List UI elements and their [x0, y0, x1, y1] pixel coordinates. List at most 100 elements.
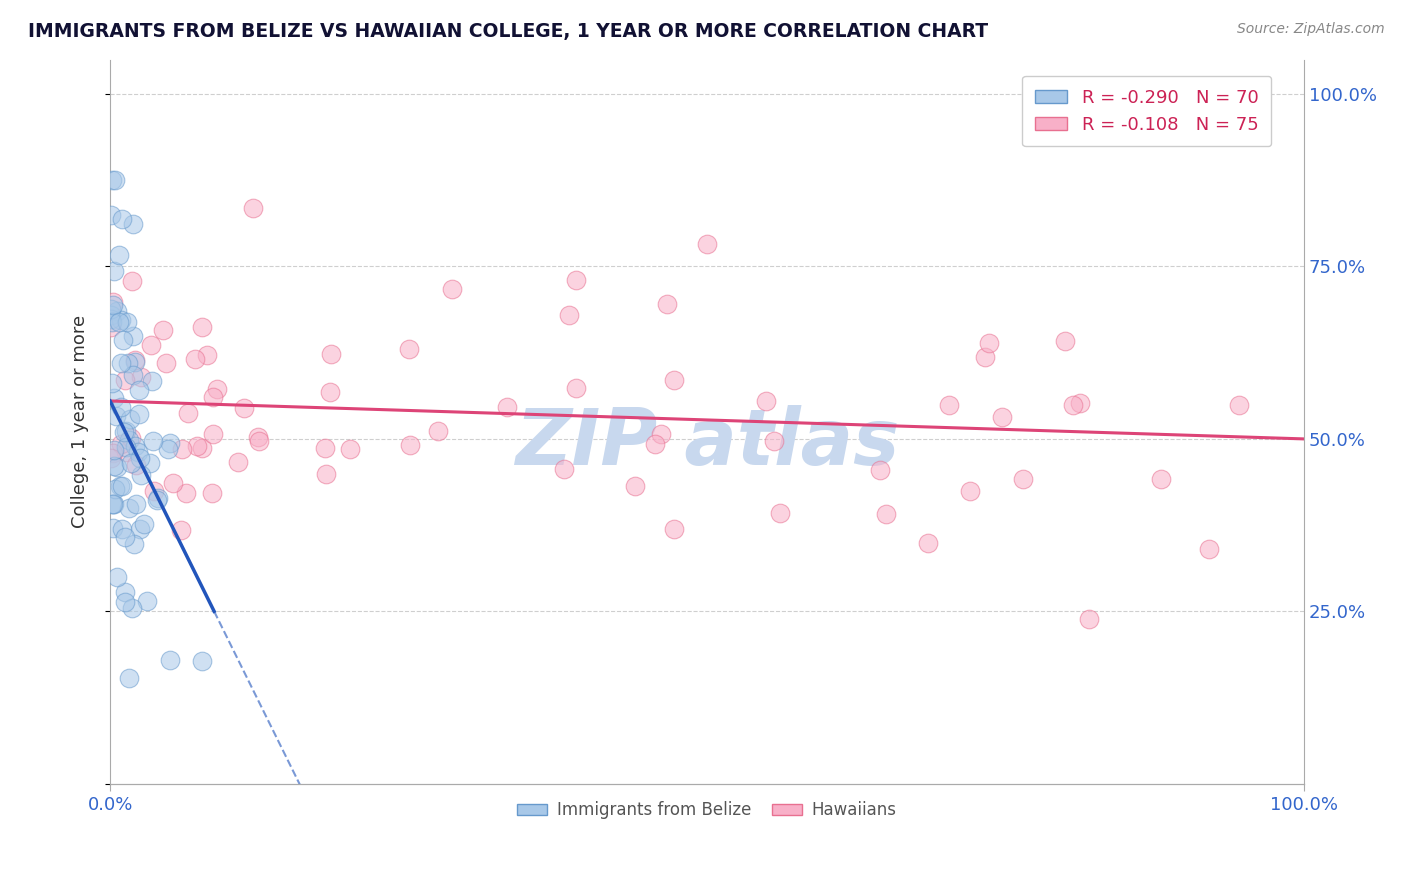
Point	[1069, 396, 1091, 410]
Point	[184, 352, 207, 367]
Point	[1062, 398, 1084, 412]
Point	[120, 412, 142, 426]
Point	[118, 671, 141, 685]
Point	[103, 497, 125, 511]
Point	[233, 401, 256, 415]
Point	[105, 409, 128, 424]
Point	[1198, 542, 1220, 557]
Point	[120, 456, 142, 470]
Point	[111, 211, 134, 226]
Point	[195, 348, 218, 362]
Point	[662, 373, 685, 387]
Point	[101, 497, 124, 511]
Point	[114, 584, 136, 599]
Point	[100, 312, 122, 326]
Point	[105, 570, 128, 584]
Point	[103, 459, 125, 474]
Point	[644, 437, 666, 451]
Point	[101, 173, 124, 187]
Point	[132, 516, 155, 531]
Point	[110, 313, 132, 327]
Point	[427, 424, 450, 438]
Point	[114, 530, 136, 544]
Point	[662, 522, 685, 536]
Point	[110, 401, 132, 415]
Point	[190, 320, 212, 334]
Point	[1150, 472, 1173, 486]
Point	[111, 522, 134, 536]
Point	[122, 536, 145, 550]
Point	[118, 500, 141, 515]
Point	[755, 393, 778, 408]
Point	[124, 355, 146, 369]
Point	[159, 436, 181, 450]
Point	[146, 491, 169, 506]
Point	[124, 353, 146, 368]
Point	[114, 595, 136, 609]
Point	[315, 467, 337, 481]
Text: ZIP atlas: ZIP atlas	[515, 405, 900, 482]
Point	[1078, 612, 1101, 626]
Point	[105, 303, 128, 318]
Point	[650, 427, 672, 442]
Point	[110, 356, 132, 370]
Point	[553, 462, 575, 476]
Point	[128, 383, 150, 397]
Point	[247, 434, 270, 448]
Point	[1012, 472, 1035, 486]
Point	[103, 497, 125, 511]
Point	[104, 482, 127, 496]
Point	[977, 336, 1000, 351]
Point	[141, 374, 163, 388]
Point	[131, 369, 153, 384]
Point	[139, 456, 162, 470]
Point	[103, 295, 125, 310]
Point	[107, 315, 129, 329]
Point	[128, 522, 150, 536]
Point	[496, 400, 519, 414]
Point	[1227, 398, 1250, 412]
Point	[314, 442, 336, 456]
Point	[101, 376, 124, 390]
Point	[112, 333, 135, 347]
Point	[121, 600, 143, 615]
Point	[128, 451, 150, 466]
Point	[201, 390, 224, 404]
Point	[174, 486, 197, 500]
Point	[100, 320, 122, 334]
Point	[938, 398, 960, 412]
Point	[122, 329, 145, 343]
Point	[205, 382, 228, 396]
Point	[696, 237, 718, 252]
Point	[159, 653, 181, 667]
Point	[101, 446, 124, 460]
Y-axis label: College, 1 year or more: College, 1 year or more	[72, 315, 89, 528]
Point	[103, 264, 125, 278]
Point	[398, 343, 420, 357]
Point	[565, 380, 588, 394]
Point	[440, 282, 463, 296]
Point	[143, 483, 166, 498]
Point	[959, 483, 981, 498]
Point	[100, 308, 122, 322]
Point	[101, 315, 124, 329]
Point	[124, 439, 146, 453]
Point	[110, 437, 132, 451]
Point	[769, 506, 792, 520]
Point	[991, 410, 1014, 425]
Text: Source: ZipAtlas.com: Source: ZipAtlas.com	[1237, 22, 1385, 37]
Point	[319, 347, 342, 361]
Point	[1053, 334, 1076, 348]
Point	[339, 442, 361, 457]
Point	[190, 655, 212, 669]
Point	[118, 434, 141, 448]
Point	[110, 479, 132, 493]
Point	[100, 208, 122, 222]
Point	[127, 445, 149, 459]
Point	[115, 441, 138, 455]
Point	[103, 391, 125, 405]
Point	[176, 406, 198, 420]
Point	[115, 315, 138, 329]
Point	[112, 425, 135, 439]
Point	[162, 476, 184, 491]
